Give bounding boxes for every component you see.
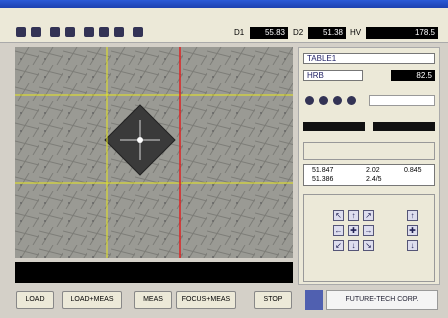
title-bar — [0, 0, 448, 8]
button[interactable]: LOAD+MEAS — [62, 291, 122, 309]
result: 51.847 — [312, 166, 333, 175]
menu-bar — [0, 8, 448, 15]
option-icon[interactable] — [333, 96, 342, 105]
reading-label: HV — [350, 28, 361, 37]
microscope-view — [15, 47, 293, 258]
arrow-button[interactable]: ↙ — [333, 240, 344, 251]
tool-icon[interactable] — [99, 27, 109, 37]
app-window: D1 55.83 D2 51.38 HV 178.5 LOAD LOAD+MEA… — [0, 0, 448, 318]
indicator-bar — [373, 122, 435, 131]
result: 2.02 — [366, 166, 380, 175]
tool-icon[interactable] — [31, 27, 41, 37]
toolbar: D1 55.83 D2 51.38 HV 178.5 — [0, 15, 448, 43]
status-bar — [15, 262, 293, 283]
control-panel: TABLE1 HRB 82.5 51.847 2.02 0.845 51.386… — [298, 47, 440, 285]
tool-icon[interactable] — [84, 27, 94, 37]
input-field[interactable] — [369, 95, 435, 106]
arrow-button[interactable]: ↘ — [363, 240, 374, 251]
settings-group — [303, 142, 435, 160]
indicator-bar — [303, 122, 365, 131]
option-icon[interactable] — [319, 96, 328, 105]
reading-value: 51.38 — [308, 27, 346, 39]
reading-label: D2 — [293, 28, 303, 37]
scale-value: 82.5 — [391, 70, 435, 81]
result: 2.4/5 — [366, 175, 382, 184]
tool-icon[interactable] — [65, 27, 75, 37]
reading-value: 178.5 — [366, 27, 438, 39]
tool-icon[interactable] — [114, 27, 124, 37]
tool-icon[interactable] — [16, 27, 26, 37]
option-icon[interactable] — [305, 96, 314, 105]
result: 51.386 — [312, 175, 333, 184]
results-box: 51.847 2.02 0.845 51.386 2.4/5 — [303, 164, 435, 186]
button[interactable]: STOP — [254, 291, 292, 309]
stage-pad: ↖ ↑ ↗ ← ✚ → ↙ ↓ ↘ — [333, 210, 378, 255]
scale-select[interactable]: HRB — [303, 70, 363, 81]
arrow-button[interactable]: ↗ — [363, 210, 374, 221]
reading-label: D1 — [234, 28, 244, 37]
z-button[interactable]: ↓ — [407, 240, 418, 251]
table-select[interactable]: TABLE1 — [303, 53, 435, 64]
result: 0.845 — [404, 166, 422, 175]
arrow-button[interactable]: ↑ — [348, 210, 359, 221]
arrow-button[interactable]: ↓ — [348, 240, 359, 251]
option-icon[interactable] — [347, 96, 356, 105]
button[interactable]: LOAD — [16, 291, 54, 309]
logo — [305, 290, 323, 310]
arrow-button[interactable]: ← — [333, 225, 344, 236]
z-button[interactable]: ✚ — [407, 225, 418, 236]
button[interactable]: MEAS — [134, 291, 172, 309]
z-button[interactable]: ↑ — [407, 210, 418, 221]
arrow-button[interactable]: → — [363, 225, 374, 236]
tool-icon[interactable] — [133, 27, 143, 37]
reading-value: 55.83 — [250, 27, 288, 39]
tool-icon[interactable] — [50, 27, 60, 37]
button[interactable]: FOCUS+MEAS — [176, 291, 236, 309]
arrow-button[interactable]: ↖ — [333, 210, 344, 221]
arrow-button[interactable]: ✚ — [348, 225, 359, 236]
company-name: FUTURE-TECH CORP. — [326, 290, 438, 310]
